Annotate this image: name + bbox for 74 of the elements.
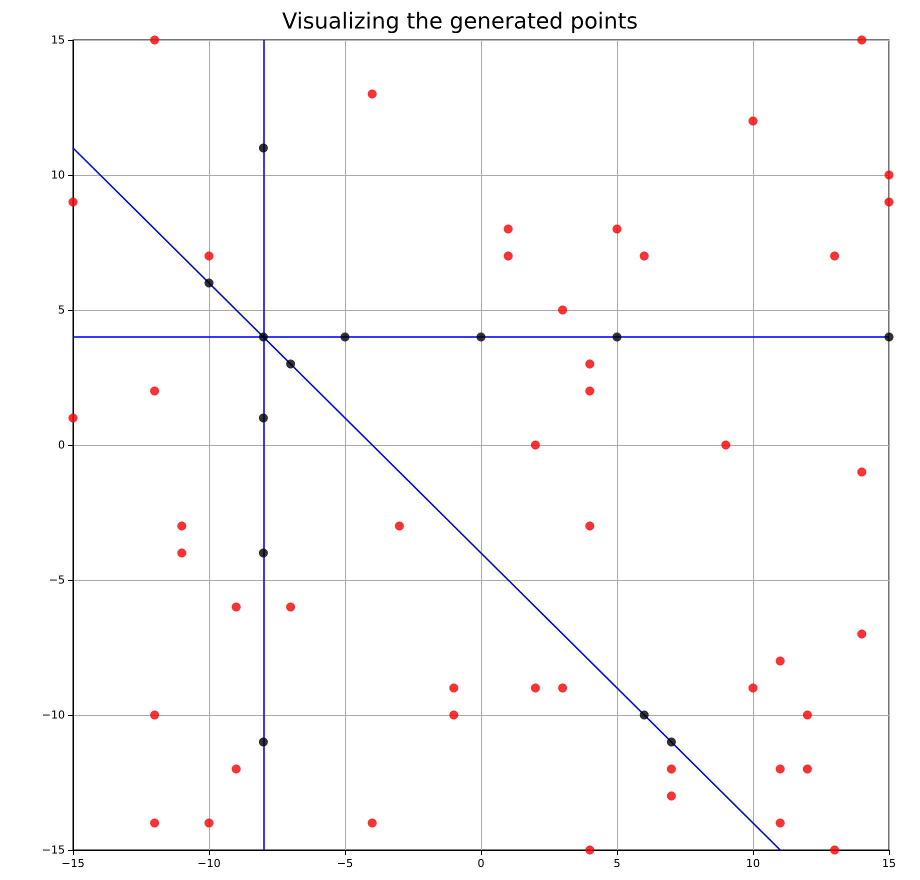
point: [830, 846, 840, 854]
y-tick-label: −15: [42, 844, 65, 856]
x-tick-label: 5: [614, 857, 620, 870]
x-tick-label: 0: [478, 857, 484, 870]
point: [68, 414, 78, 422]
point: [830, 252, 840, 260]
point: [204, 252, 214, 260]
point: [640, 710, 649, 720]
point: [368, 90, 377, 98]
point: [286, 602, 296, 612]
y-tick-label: 0: [58, 438, 65, 452]
point: [857, 468, 866, 476]
point: [884, 332, 894, 342]
point: [177, 548, 186, 558]
point: [640, 252, 649, 260]
point: [585, 386, 594, 396]
x-tick-label: 15: [882, 857, 896, 870]
point: [776, 656, 785, 666]
y-tick-label: 10: [51, 168, 65, 182]
point: [340, 332, 350, 342]
point: [258, 332, 268, 342]
point: [150, 36, 160, 44]
point: [857, 630, 866, 638]
point: [504, 252, 513, 260]
point: [232, 764, 241, 774]
x-tick-label: −5: [336, 857, 354, 870]
point: [776, 818, 785, 828]
point: [612, 224, 622, 234]
point: [68, 198, 78, 206]
point: [776, 764, 785, 774]
point: [748, 684, 758, 692]
point: [286, 360, 296, 368]
point: [666, 792, 676, 800]
y-tick-label: −5: [48, 574, 65, 586]
point: [585, 846, 594, 854]
point: [884, 198, 894, 206]
point: [585, 360, 594, 368]
point: [802, 710, 812, 720]
point: [204, 278, 214, 288]
point: [394, 522, 404, 530]
point: [150, 818, 160, 828]
chart-title: Visualizing the generated points: [282, 10, 638, 34]
point: [530, 684, 540, 692]
point: [258, 738, 268, 746]
point: [258, 548, 268, 558]
point: [476, 332, 486, 342]
point: [449, 710, 458, 720]
point: [258, 414, 268, 422]
y-tick-label: 5: [58, 304, 65, 316]
point: [150, 710, 160, 720]
point: [150, 386, 160, 396]
point: [748, 116, 758, 126]
point: [258, 144, 268, 152]
point: [558, 306, 568, 314]
point: [666, 764, 676, 774]
point: [585, 522, 594, 530]
point: [666, 738, 676, 746]
x-tick-label: −10: [197, 857, 221, 870]
point: [204, 818, 214, 828]
y-tick-label: 15: [51, 34, 65, 46]
point: [558, 684, 568, 692]
point: [177, 522, 186, 530]
point: [232, 602, 241, 612]
point: [368, 818, 377, 828]
point: [721, 440, 730, 450]
point: [530, 440, 540, 450]
point: [504, 224, 513, 234]
point: [802, 764, 812, 774]
point: [884, 170, 894, 180]
x-tick-label: 10: [746, 857, 760, 870]
y-tick-label: −10: [42, 708, 65, 722]
point: [612, 332, 622, 342]
point: [857, 36, 866, 44]
point: [449, 684, 458, 692]
